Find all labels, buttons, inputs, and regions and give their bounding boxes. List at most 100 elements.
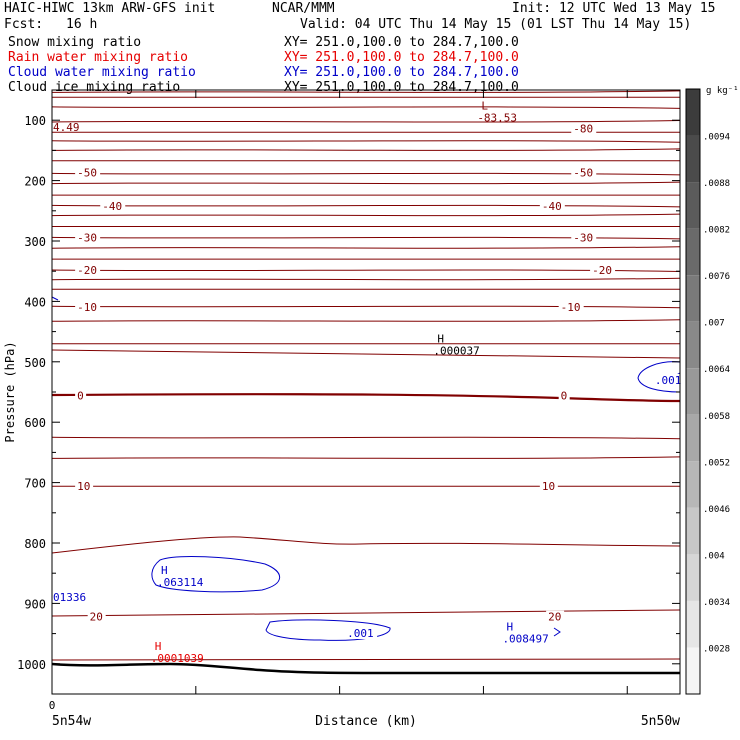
isotherm-label: -20 [77, 264, 97, 277]
colorbar: .0094 .0088 .0082 .0076 .007 .0064 .0058 .0052.… [685, 88, 730, 695]
model-title: HAIC-HIWC 13km ARW-GFS init [4, 1, 216, 16]
field-xy-snow: XY= 251.0,100.0 to 284.7,100.0 [284, 35, 519, 50]
colorbar-swatch [686, 647, 700, 694]
colorbar-tick-label: .0028 [703, 644, 730, 654]
colorbar-swatch [686, 135, 700, 183]
isotherm-label: -40 [542, 200, 562, 213]
isotherm-label: -30 [573, 231, 593, 244]
field-name-snow: Snow mixing ratio [8, 35, 142, 50]
contour-label-background [75, 166, 101, 179]
colorbar-tick-label: .0082 [703, 226, 730, 236]
cloud-water-contour [51, 296, 59, 301]
organization-label: NCAR/MMM [272, 1, 335, 16]
contour-label-background [75, 263, 101, 276]
forecast-hours: 16 h [66, 17, 98, 32]
colorbar-swatch [686, 275, 700, 322]
isotherm-line [51, 609, 681, 617]
isotherm-label: -40 [102, 200, 122, 213]
isotherm-line [51, 106, 681, 109]
contour-label-background [75, 231, 101, 244]
extremum-value: .000037 [433, 345, 479, 358]
isotherm-label: 20 [90, 611, 103, 624]
isotherm-label: 0 [77, 390, 84, 403]
isotherm-line [51, 140, 681, 143]
extremum-value: .063114 [157, 576, 204, 589]
contour-label-background [571, 166, 597, 179]
isotherm-label: -20 [592, 264, 612, 277]
surface-line [51, 662, 680, 675]
colorbar-swatch [686, 182, 700, 229]
special-contours [51, 296, 681, 675]
init-time: Init: 12 UTC Wed 13 May 15 [512, 1, 716, 16]
isotherm-label: 10 [542, 480, 555, 493]
isotherm-line [51, 246, 681, 249]
y-tick-label: 800 [24, 537, 46, 551]
isotherm-line [51, 90, 681, 93]
contour-label-background [571, 231, 597, 244]
colorbar-tick-label: .0058 [703, 412, 730, 422]
y-tick-label: 600 [24, 416, 46, 430]
contour-label-background [558, 300, 584, 313]
colorbar-swatch [686, 89, 700, 136]
contour-label-background [345, 626, 378, 639]
contour-label-background [571, 122, 597, 135]
isotherm-line [51, 213, 681, 217]
extremum-marker: H [437, 333, 444, 346]
isotherm-line [51, 181, 681, 185]
isotherm-line [51, 349, 681, 359]
extremum-marker: H [155, 640, 162, 653]
contour-label-background [75, 300, 101, 313]
colorbar-tick-label: .007 [703, 319, 725, 329]
colorbar-swatch [686, 321, 700, 369]
colorbar-frame [685, 88, 701, 695]
temperature-contours [51, 90, 681, 661]
isotherm-line [51, 305, 681, 309]
colorbar-swatch [686, 228, 700, 276]
y-tick-label: 900 [24, 597, 46, 611]
contour-label-background [75, 389, 87, 402]
field-name-cloud-water: Cloud water mixing ratio [8, 65, 196, 80]
y-tick-label: 400 [24, 295, 46, 309]
isotherm-label: 0 [561, 390, 568, 403]
colorbar-tick-label: .0052 [703, 458, 730, 468]
cloud-water-contour [553, 627, 561, 637]
colorbar-swatch [686, 600, 700, 648]
isotherm-line [51, 436, 681, 440]
isotherm-label: -30 [77, 231, 97, 244]
plot-frame [51, 89, 681, 695]
extremum-value: -83.53 [477, 111, 517, 124]
isotherm-label: 20 [548, 611, 561, 624]
isotherm-line [51, 277, 681, 281]
contour-label-background [539, 199, 565, 212]
isotherm-line [51, 456, 681, 459]
field-name-rain: Rain water mixing ratio [8, 50, 189, 65]
extremum-marker: H [161, 564, 168, 577]
extremum-marker: H [506, 621, 513, 634]
field-xy-cloud-water: XY= 251.0,100.0 to 284.7,100.0 [284, 65, 519, 80]
field-name-cloud-ice: Cloud ice mixing ratio [8, 80, 181, 95]
isotherm-label: 10 [77, 480, 90, 493]
y-tick-label: 100 [24, 114, 46, 128]
y-tick-label: 500 [24, 356, 46, 370]
field-xy-rain: XY= 251.0,100.0 to 284.7,100.0 [284, 50, 519, 65]
isotherm-label: -50 [573, 167, 593, 180]
field-xy-cloud-ice: XY= 251.0,100.0 to 284.7,100.0 [284, 80, 519, 95]
cloud-water-contour [637, 361, 681, 393]
isotherm-line [51, 269, 681, 272]
contour-label-background [87, 610, 106, 623]
colorbar-units: g kg⁻¹ [706, 86, 739, 96]
contour-label-background [100, 199, 126, 212]
x-axis-title: Distance (km) [315, 714, 417, 729]
colorbar-tick-label: .0076 [703, 272, 730, 282]
colorbar-swatch [686, 461, 700, 508]
x-tick-label: 0 [49, 699, 56, 712]
y-tick-label: 1000 [17, 658, 46, 672]
forecast-label: Fcst: [4, 17, 44, 32]
y-axis-title: Pressure (hPa) [3, 341, 17, 442]
valid-time: Valid: 04 UTC Thu 14 May 15 (01 LST Thu … [300, 17, 692, 32]
colorbar-swatch [686, 507, 700, 555]
colorbar-tick-label: .0064 [703, 365, 730, 375]
cloud-contour-label: .001 [655, 374, 682, 387]
